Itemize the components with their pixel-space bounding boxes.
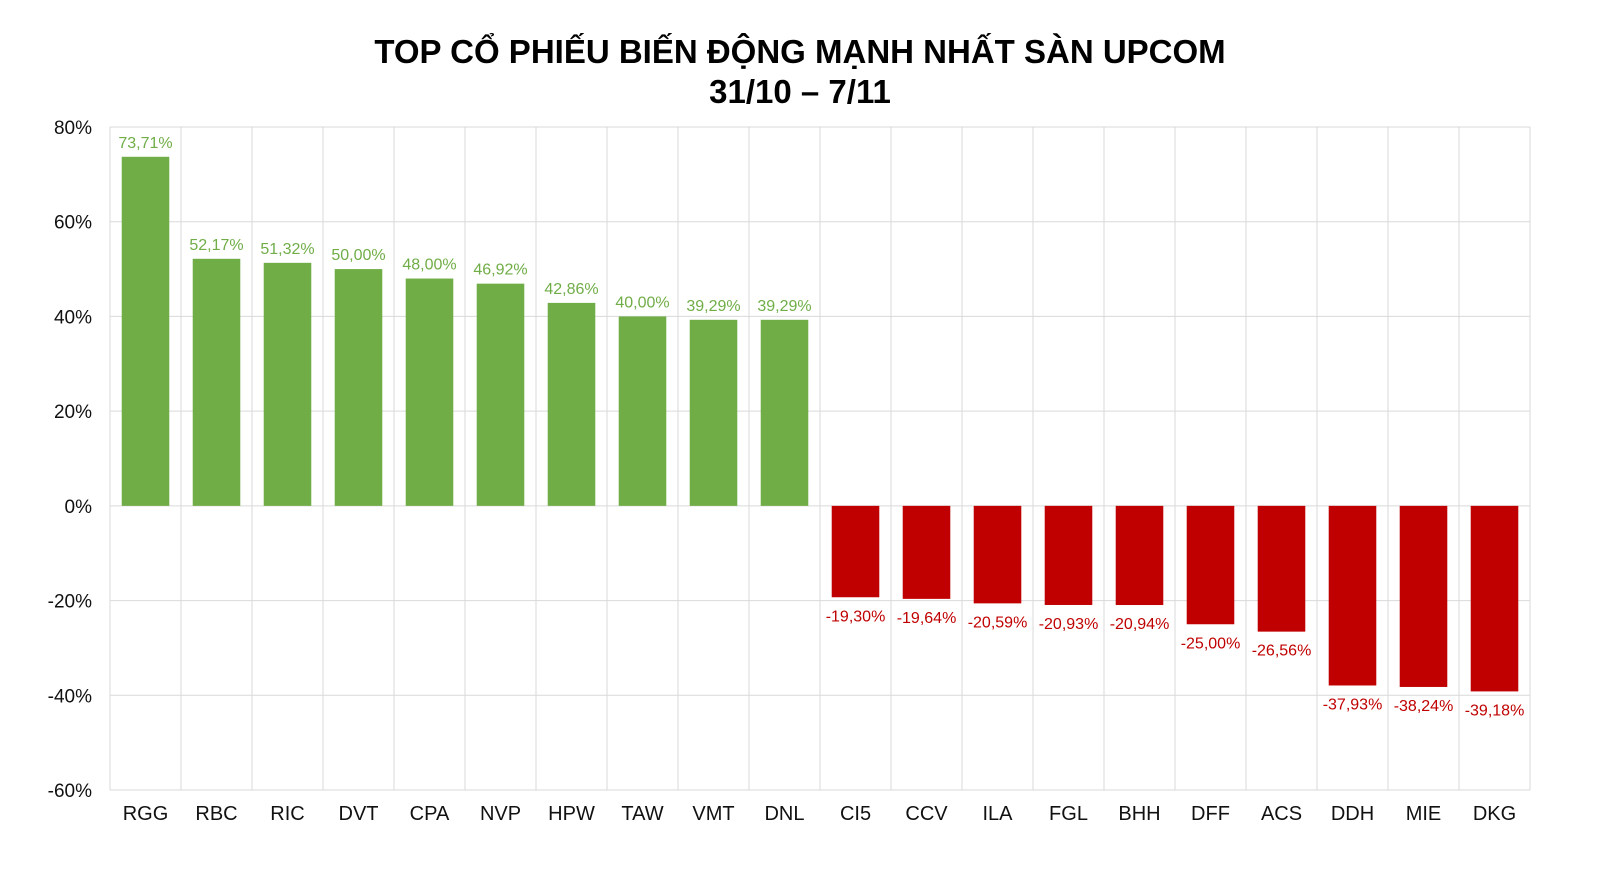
bar-rbc (192, 258, 241, 506)
x-tick-label: TAW (621, 803, 663, 825)
x-tick-label: ACS (1261, 803, 1302, 825)
x-tick-label: ILA (982, 803, 1013, 825)
x-tick-label: DNL (764, 803, 804, 825)
x-tick-label: NVP (480, 803, 521, 825)
x-tick-label: DFF (1191, 803, 1230, 825)
y-tick-label: 60% (54, 213, 92, 234)
y-tick-label: -40% (48, 686, 92, 707)
x-tick-label: CCV (905, 803, 948, 825)
x-tick-label: BHH (1118, 803, 1160, 825)
data-label: -20,59% (968, 614, 1028, 631)
bar-ddh (1328, 505, 1377, 686)
x-tick-label: RBC (195, 803, 237, 825)
x-tick-label: CI5 (840, 803, 871, 825)
data-label: 51,32% (260, 241, 314, 258)
data-label: 50,00% (331, 247, 385, 264)
y-tick-label: 20% (54, 402, 92, 423)
x-tick-label: HPW (548, 803, 595, 825)
data-label: 48,00% (402, 257, 456, 274)
bar-ric (263, 262, 312, 506)
bar-ila (973, 505, 1022, 604)
data-label: -19,64% (897, 610, 957, 627)
data-label: -26,56% (1252, 643, 1312, 660)
bar-ccv (902, 505, 951, 599)
bar-taw (618, 316, 667, 506)
x-tick-label: VMT (692, 803, 734, 825)
x-tick-label: DKG (1473, 803, 1516, 825)
y-tick-label: -20% (48, 592, 92, 613)
data-label: -39,18% (1465, 702, 1525, 719)
data-label: 39,29% (757, 298, 811, 315)
y-tick-label: -60% (48, 781, 92, 802)
chart-subtitle: 31/10 – 7/11 (709, 73, 891, 110)
data-label: 42,86% (544, 281, 598, 298)
data-label: 40,00% (615, 294, 669, 311)
bar-dff (1186, 505, 1235, 625)
data-label: -20,94% (1110, 616, 1170, 633)
x-tick-label: DDH (1331, 803, 1374, 825)
x-tick-label: RGG (123, 803, 169, 825)
y-tick-label: 80% (54, 118, 92, 139)
data-label: 73,71% (118, 135, 172, 152)
x-tick-label: CPA (410, 803, 450, 825)
bar-rgg (121, 156, 170, 506)
bar-mie (1399, 505, 1448, 687)
bar-hpw (547, 302, 596, 506)
bar-dnl (760, 319, 809, 506)
data-label: 39,29% (686, 298, 740, 315)
bar-cpa (405, 278, 454, 506)
x-tick-label: FGL (1049, 803, 1088, 825)
data-label: -25,00% (1181, 635, 1241, 652)
bar-vmt (689, 319, 738, 506)
bar-ci5 (831, 505, 880, 598)
y-tick-label: 0% (65, 497, 93, 518)
x-tick-label: DVT (339, 803, 379, 825)
data-label: 46,92% (473, 262, 527, 279)
data-label: -20,93% (1039, 616, 1099, 633)
bar-dkg (1470, 505, 1519, 692)
data-label: -19,30% (826, 608, 886, 625)
x-tick-label: RIC (270, 803, 304, 825)
bar-dvt (334, 269, 383, 506)
data-label: -38,24% (1394, 698, 1454, 715)
y-tick-label: 40% (54, 307, 92, 328)
bar-nvp (476, 283, 525, 506)
data-label: -37,93% (1323, 696, 1383, 713)
data-label: 52,17% (189, 237, 243, 254)
chart-title: TOP CỔ PHIẾU BIẾN ĐỘNG MẠNH NHẤT SÀN UPC… (374, 33, 1226, 70)
bar-fgl (1044, 505, 1093, 605)
bar-acs (1257, 505, 1306, 632)
x-tick-label: MIE (1406, 803, 1442, 825)
bar-bhh (1115, 505, 1164, 606)
